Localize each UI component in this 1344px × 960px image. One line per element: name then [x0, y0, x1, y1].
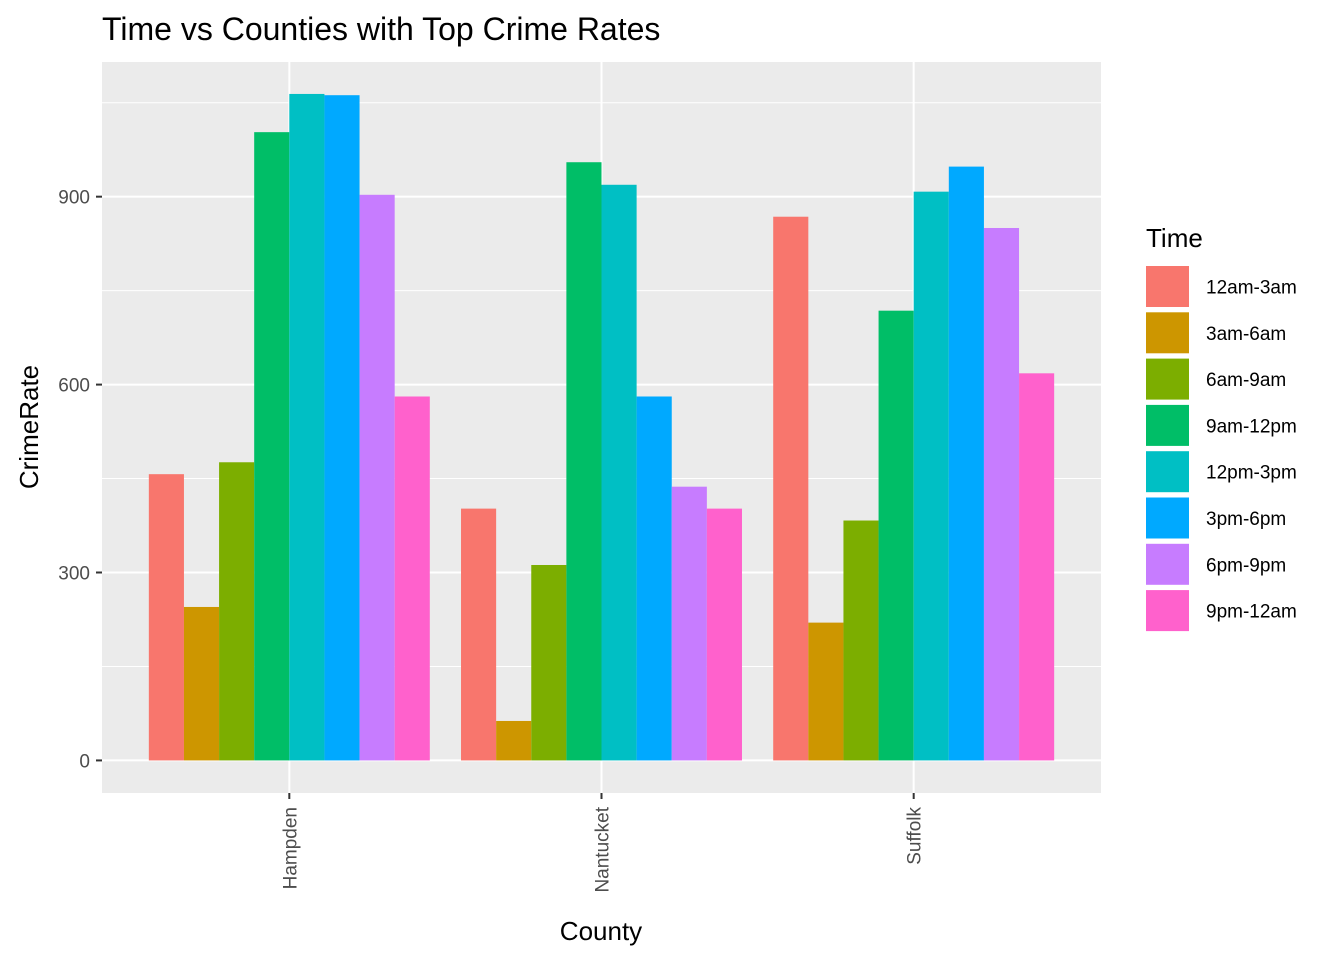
y-tick-label: 0	[79, 751, 90, 772]
x-axis: Hampden Nantucket Suffolk	[280, 793, 926, 893]
bar	[324, 95, 360, 761]
bar	[808, 622, 844, 761]
x-tick-label: Hampden	[280, 807, 301, 889]
y-tick-label: 900	[58, 188, 90, 209]
y-axis-title: CrimeRate	[14, 365, 44, 489]
legend-key	[1146, 590, 1189, 632]
bar	[394, 396, 430, 761]
bar	[636, 396, 672, 761]
bar	[948, 166, 984, 761]
bar	[461, 508, 497, 761]
bar	[843, 520, 879, 761]
bar	[289, 93, 325, 761]
x-tick-label: Nantucket	[593, 806, 614, 892]
legend-title: Time	[1146, 223, 1203, 253]
legend-label: 9pm-12am	[1206, 602, 1297, 623]
bar	[566, 162, 602, 761]
bar	[359, 194, 395, 761]
bar	[983, 227, 1020, 761]
legend-key	[1146, 543, 1189, 585]
bars	[148, 93, 1055, 761]
bar	[706, 508, 742, 761]
x-tick-label: Suffolk	[905, 807, 926, 865]
legend-label: 6am-9am	[1206, 370, 1286, 391]
legend-key	[1146, 451, 1189, 493]
y-axis: 0 300 600 900	[58, 188, 102, 772]
legend-key	[1146, 312, 1189, 354]
legend-key	[1146, 404, 1189, 446]
bar	[183, 606, 220, 761]
legend-key	[1146, 358, 1189, 400]
legend-key	[1146, 266, 1189, 307]
y-tick-label: 300	[58, 564, 90, 585]
legend-label: 3pm-6pm	[1206, 509, 1286, 530]
legend-label: 9am-12pm	[1206, 416, 1297, 437]
bar	[254, 132, 290, 761]
bar	[219, 462, 255, 761]
chart-title: Time vs Counties with Top Crime Rates	[102, 11, 660, 47]
legend-key	[1146, 497, 1189, 539]
x-axis-title: County	[560, 916, 642, 946]
bar	[913, 191, 949, 761]
legend-label: 3am-6am	[1206, 324, 1286, 345]
y-tick-label: 600	[58, 376, 90, 397]
legend: Time 12am-3am 3am-6am 6am-9am 9am-12pm 12pm-…	[1146, 223, 1297, 632]
legend-label: 12am-3am	[1206, 278, 1297, 299]
bar	[531, 564, 567, 761]
bar	[773, 216, 809, 761]
bar	[1019, 373, 1055, 761]
legend-label: 12pm-3pm	[1206, 463, 1297, 484]
legend-label: 6pm-9pm	[1206, 555, 1286, 576]
bar	[496, 720, 532, 761]
bar	[671, 486, 707, 761]
bar	[601, 184, 637, 761]
bar	[878, 310, 914, 761]
bar	[148, 474, 184, 761]
